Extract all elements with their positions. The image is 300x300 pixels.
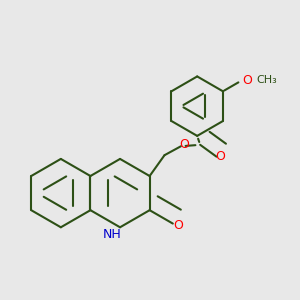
Text: O: O — [215, 150, 225, 163]
Text: O: O — [179, 138, 189, 151]
Text: NH: NH — [103, 228, 122, 241]
Text: CH₃: CH₃ — [256, 76, 277, 85]
Text: O: O — [242, 74, 252, 87]
Text: O: O — [173, 218, 183, 232]
